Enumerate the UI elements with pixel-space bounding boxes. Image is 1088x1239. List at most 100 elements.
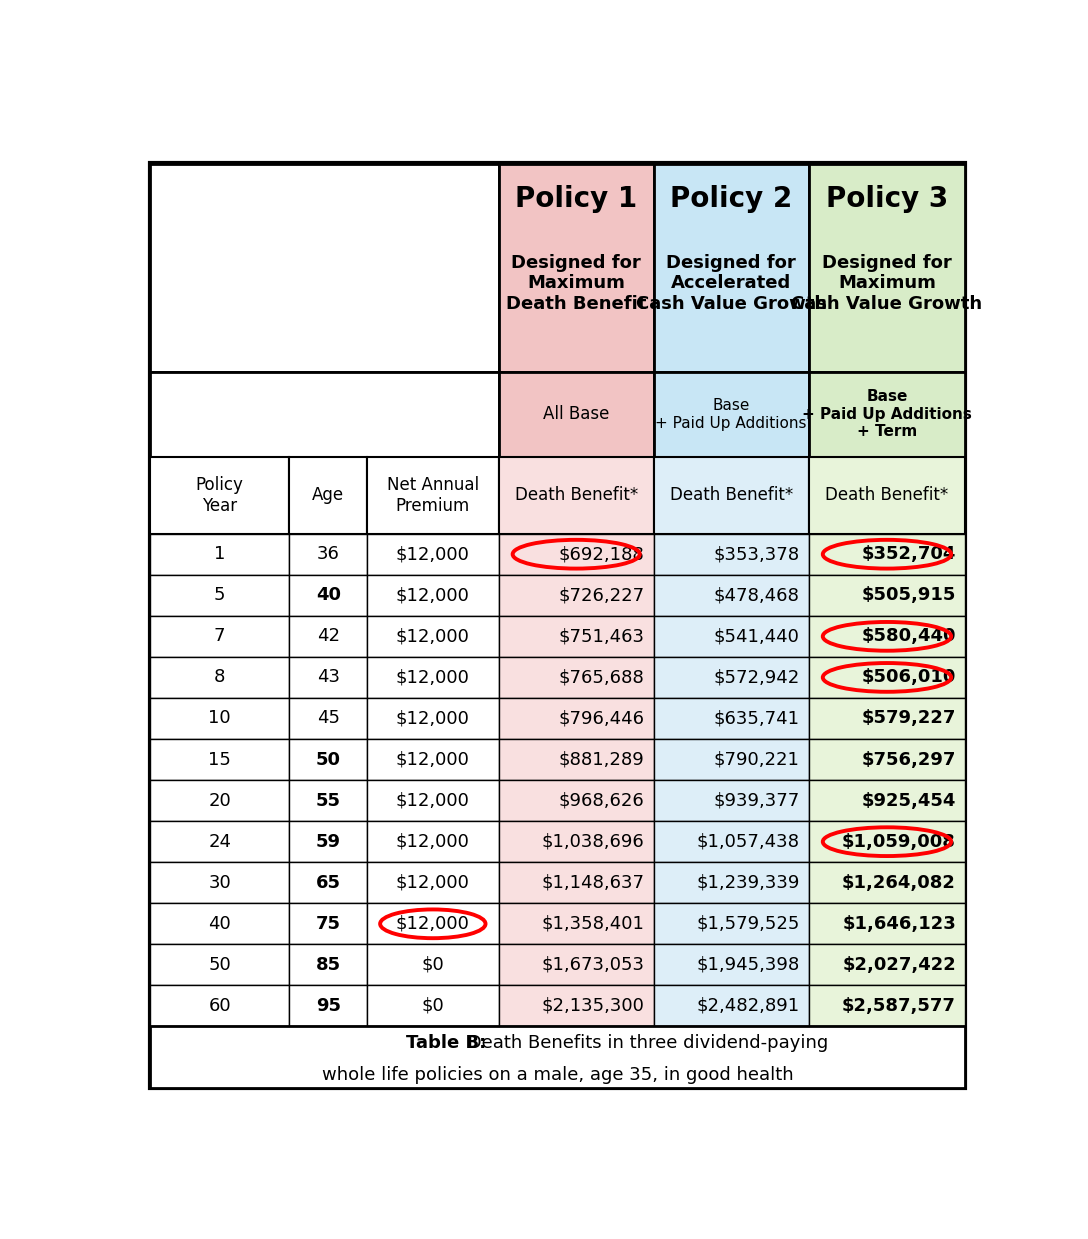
Text: 36: 36 bbox=[317, 545, 339, 564]
Text: $726,227: $726,227 bbox=[558, 586, 644, 605]
Text: $352,704: $352,704 bbox=[862, 545, 956, 564]
Text: Death Benefits in three dividend-paying: Death Benefits in three dividend-paying bbox=[462, 1033, 829, 1052]
Text: $1,057,438: $1,057,438 bbox=[696, 833, 800, 851]
Bar bbox=[367, 534, 498, 575]
Text: 30: 30 bbox=[208, 873, 231, 892]
Text: $579,227: $579,227 bbox=[862, 710, 956, 727]
Bar bbox=[367, 903, 498, 944]
Bar bbox=[498, 944, 654, 985]
Text: $2,135,300: $2,135,300 bbox=[542, 997, 644, 1015]
Bar bbox=[808, 372, 965, 457]
Bar bbox=[498, 821, 654, 862]
Text: $1,038,696: $1,038,696 bbox=[542, 833, 644, 851]
Bar bbox=[289, 616, 367, 657]
Text: Death Benefit*: Death Benefit* bbox=[826, 486, 949, 504]
Text: $572,942: $572,942 bbox=[713, 668, 800, 686]
Text: $1,264,082: $1,264,082 bbox=[842, 873, 956, 892]
Text: 50: 50 bbox=[208, 955, 231, 974]
Bar bbox=[498, 657, 654, 698]
Bar bbox=[289, 944, 367, 985]
Bar bbox=[367, 738, 498, 781]
Bar bbox=[150, 862, 289, 903]
Text: $796,446: $796,446 bbox=[558, 710, 644, 727]
Text: All Base: All Base bbox=[543, 405, 609, 424]
Bar bbox=[654, 862, 808, 903]
Bar bbox=[654, 534, 808, 575]
Text: $12,000: $12,000 bbox=[396, 833, 470, 851]
Bar bbox=[498, 698, 654, 738]
Bar bbox=[808, 985, 965, 1026]
Text: whole life policies on a male, age 35, in good health: whole life policies on a male, age 35, i… bbox=[322, 1066, 793, 1084]
Text: Age: Age bbox=[312, 486, 344, 504]
Bar bbox=[654, 781, 808, 821]
Bar bbox=[367, 657, 498, 698]
Bar bbox=[150, 657, 289, 698]
Text: Designed for
Maximum
Cash Value Growth: Designed for Maximum Cash Value Growth bbox=[791, 254, 982, 313]
Text: $12,000: $12,000 bbox=[396, 751, 470, 768]
Text: 40: 40 bbox=[316, 586, 341, 605]
Bar bbox=[498, 738, 654, 781]
Text: $2,027,422: $2,027,422 bbox=[842, 955, 956, 974]
Bar bbox=[498, 534, 654, 575]
Text: Designed for
Maximum
Death Benefit: Designed for Maximum Death Benefit bbox=[506, 254, 646, 313]
Bar bbox=[498, 372, 654, 457]
Bar bbox=[367, 457, 498, 534]
Text: 65: 65 bbox=[316, 873, 341, 892]
Text: Base
+ Paid Up Additions: Base + Paid Up Additions bbox=[655, 398, 807, 430]
Text: $506,010: $506,010 bbox=[862, 668, 956, 686]
Bar bbox=[808, 657, 965, 698]
Text: 45: 45 bbox=[317, 710, 339, 727]
Bar bbox=[150, 944, 289, 985]
Text: $1,148,637: $1,148,637 bbox=[542, 873, 644, 892]
Text: $968,626: $968,626 bbox=[558, 792, 644, 809]
Bar bbox=[367, 575, 498, 616]
Bar bbox=[150, 698, 289, 738]
Text: $541,440: $541,440 bbox=[714, 627, 800, 646]
Bar bbox=[498, 781, 654, 821]
Text: $12,000: $12,000 bbox=[396, 545, 470, 564]
Bar bbox=[498, 616, 654, 657]
Text: 40: 40 bbox=[208, 914, 231, 933]
Bar bbox=[367, 944, 498, 985]
Bar bbox=[808, 738, 965, 781]
Bar bbox=[150, 164, 498, 372]
Bar bbox=[289, 575, 367, 616]
Bar bbox=[367, 698, 498, 738]
Text: 43: 43 bbox=[317, 668, 339, 686]
Text: 1: 1 bbox=[214, 545, 225, 564]
Bar bbox=[150, 821, 289, 862]
Text: $12,000: $12,000 bbox=[396, 668, 470, 686]
Bar bbox=[289, 534, 367, 575]
Bar bbox=[808, 903, 965, 944]
Text: $925,454: $925,454 bbox=[862, 792, 956, 809]
Text: $12,000: $12,000 bbox=[396, 627, 470, 646]
Text: $2,587,577: $2,587,577 bbox=[842, 997, 956, 1015]
Bar bbox=[150, 903, 289, 944]
Bar bbox=[808, 616, 965, 657]
Text: 75: 75 bbox=[316, 914, 341, 933]
Text: Base
+ Paid Up Additions
+ Term: Base + Paid Up Additions + Term bbox=[802, 389, 972, 440]
Text: Policy 3: Policy 3 bbox=[826, 185, 948, 213]
Text: $692,188: $692,188 bbox=[558, 545, 644, 564]
Text: 7: 7 bbox=[214, 627, 225, 646]
Bar bbox=[498, 575, 654, 616]
Bar bbox=[289, 862, 367, 903]
Bar bbox=[498, 457, 654, 534]
Text: $0: $0 bbox=[421, 955, 444, 974]
Text: $881,289: $881,289 bbox=[558, 751, 644, 768]
Bar bbox=[150, 781, 289, 821]
Text: Table B:: Table B: bbox=[407, 1033, 486, 1052]
Bar bbox=[150, 1026, 965, 1088]
Text: $12,000: $12,000 bbox=[396, 873, 470, 892]
Bar bbox=[808, 457, 965, 534]
Text: Policy
Year: Policy Year bbox=[196, 476, 244, 514]
Text: $1,358,401: $1,358,401 bbox=[542, 914, 644, 933]
Text: $939,377: $939,377 bbox=[713, 792, 800, 809]
Text: $756,297: $756,297 bbox=[862, 751, 956, 768]
Bar bbox=[150, 372, 498, 457]
Bar bbox=[808, 575, 965, 616]
Bar bbox=[654, 698, 808, 738]
Bar bbox=[150, 616, 289, 657]
Bar bbox=[808, 821, 965, 862]
Text: 55: 55 bbox=[316, 792, 341, 809]
